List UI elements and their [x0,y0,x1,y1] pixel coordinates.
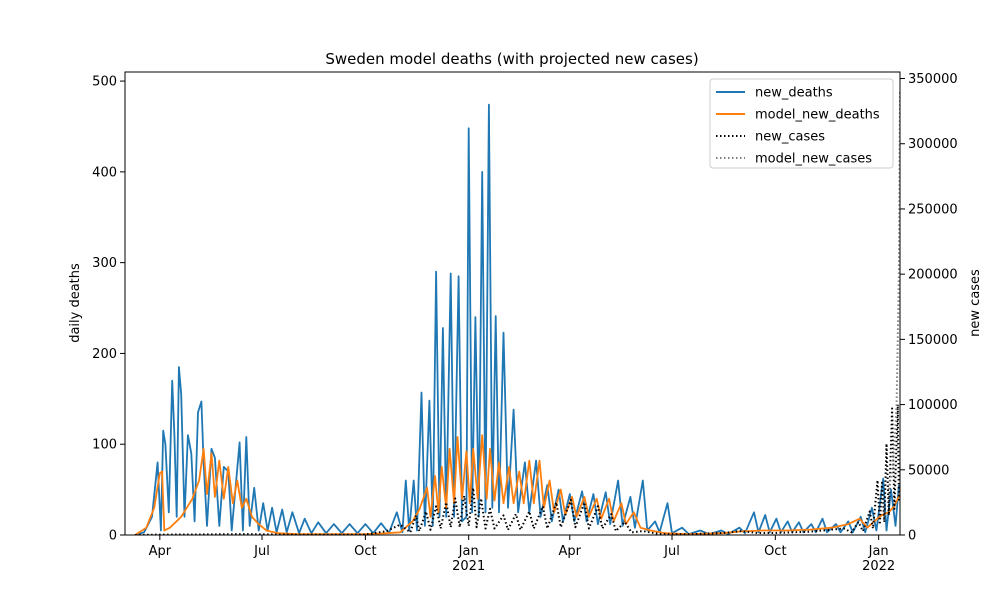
legend-box [709,78,894,169]
y-axis-label: daily deaths [68,263,83,343]
right-axis: 0 50000 100000 150000 200000 250000 300000 3500… [900,72,958,544]
x-tick-year-label: 2022 [862,559,895,574]
y2-tick-label: 350000 [908,72,958,87]
y2-tick-label: 200000 [908,268,958,283]
y2-axis-label: new cases [968,269,983,337]
plot-frame [124,71,901,536]
y-tick-label: 0 [109,529,117,544]
y2-tick-label: 250000 [908,202,958,217]
x-tick-label: Oct [764,544,786,559]
x-tick-label: Jan [458,544,479,559]
x-tick-label: Jan [868,544,889,559]
y2-tick-label: 50000 [908,463,949,478]
x-tick-label: Apr [559,544,582,559]
chart-title: Sweden model deaths (with projected new … [325,50,698,68]
legend-label: model_new_cases [755,152,872,167]
series-line-new-deaths [134,103,900,535]
series-line-model-new-deaths [134,434,900,535]
y-tick-label: 500 [92,75,117,90]
y-tick-label: 100 [92,438,117,453]
y2-tick-label: 150000 [908,333,958,348]
y-tick-label: 200 [92,347,117,362]
legend-label: new_cases [755,130,825,145]
series-layer [134,91,900,535]
y2-tick-label: 100000 [908,398,958,413]
y-tick-label: 400 [92,165,117,180]
y2-tick-label: 0 [908,529,916,544]
y-tick-label: 300 [92,256,117,271]
legend: new_deaths model_new_deaths new_casesmodel… [709,78,894,169]
y2-tick-label: 300000 [908,137,958,152]
series-line-model-new-cases [887,91,900,490]
legend-label: model_new_deaths [755,108,880,123]
x-tick-year-label: 2021 [452,559,485,574]
x-tick-label: Apr [149,544,172,559]
x-tick-label: Jul [253,544,270,559]
legend-label: new_deaths [755,86,833,101]
left-axis: 0 100 200 300 400 500 [92,75,125,544]
x-tick-label: Oct [354,544,376,559]
x-tick-label: Jul [663,544,680,559]
